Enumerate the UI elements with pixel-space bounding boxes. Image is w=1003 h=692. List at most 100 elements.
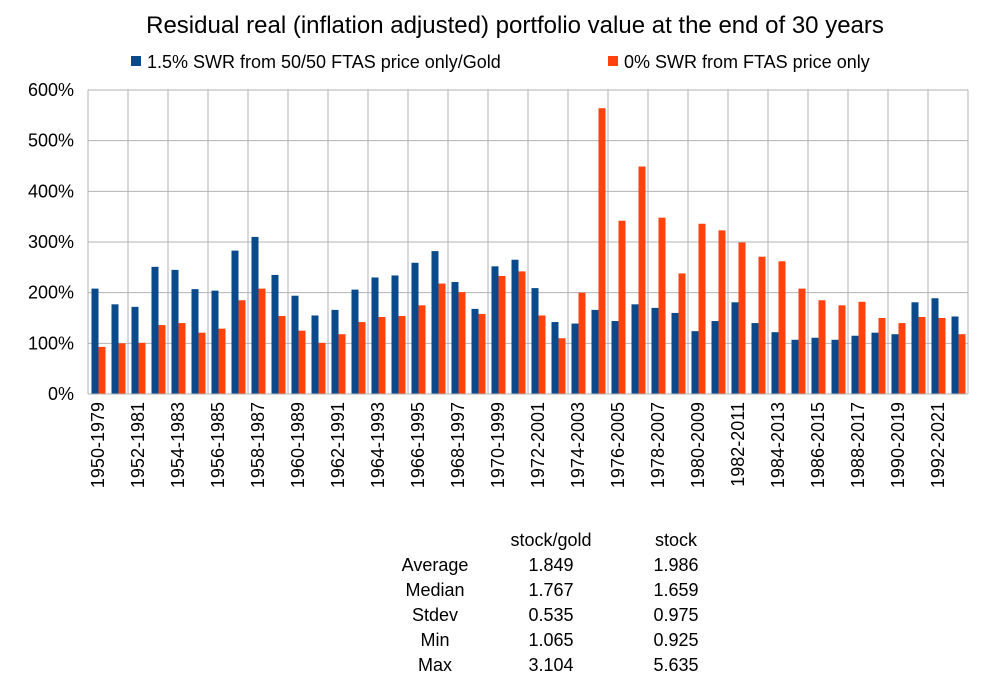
x-tick-label: 1964-1993	[368, 402, 388, 488]
x-tick-label: 1972-2001	[528, 402, 548, 488]
x-tick-label: 1952-1981	[128, 402, 148, 488]
bar-series-1	[378, 316, 386, 394]
bar-series-1	[698, 223, 706, 394]
bar-series-0	[291, 295, 299, 394]
x-tick-label: 1970-1999	[488, 402, 508, 488]
bar-series-0	[111, 304, 119, 394]
bars	[91, 108, 966, 395]
bar-series-0	[891, 334, 899, 394]
bar-series-0	[591, 309, 599, 394]
bar-series-0	[351, 289, 359, 394]
bar-series-0	[911, 302, 919, 394]
bar-series-1	[298, 330, 306, 394]
bar-series-1	[358, 322, 366, 394]
bar-series-0	[811, 337, 819, 394]
bar-series-1	[838, 305, 846, 394]
y-tick-label: 500%	[28, 131, 74, 151]
x-axis-ticks: 1950-1979 1952-1981 1954-1983 1956-1985 1958…	[88, 402, 948, 488]
stats-row-stock-gold: 3.104	[528, 655, 574, 675]
x-tick-label: 1984-2013	[768, 402, 788, 488]
bar-series-0	[131, 306, 139, 394]
bar-series-0	[531, 288, 539, 394]
x-tick-label: 1976-2005	[608, 402, 628, 488]
bar-series-1	[598, 108, 606, 395]
bar-chart: Residual real (inflation adjusted) portf…	[28, 12, 969, 488]
bar-series-0	[671, 312, 679, 394]
bar-series-0	[851, 335, 859, 394]
bar-series-0	[711, 321, 719, 394]
bar-series-1	[398, 315, 406, 394]
bar-series-1	[458, 292, 466, 394]
stats-row-stock: 1.986	[653, 555, 699, 575]
bar-series-1	[678, 273, 686, 394]
stats-row-label: Min	[420, 630, 450, 650]
stats-row-label: Max	[417, 655, 452, 675]
bar-series-0	[731, 302, 739, 394]
x-tick-label: 1958-1987	[248, 402, 268, 488]
bar-series-1	[738, 242, 746, 394]
bar-series-1	[98, 346, 106, 394]
stats-row-stock: 5.635	[653, 655, 699, 675]
stats-row-stock-gold: 1.767	[528, 580, 574, 600]
bar-series-0	[651, 307, 659, 394]
bar-series-0	[251, 236, 259, 394]
bar-series-1	[918, 316, 926, 394]
bar-series-1	[198, 332, 206, 394]
y-tick-label: 0%	[48, 384, 74, 404]
x-tick-label: 1962-1991	[328, 402, 348, 488]
bar-series-1	[138, 342, 146, 394]
x-tick-label: 1968-1997	[448, 402, 468, 488]
bar-series-0	[191, 289, 199, 394]
bar-series-0	[391, 275, 399, 394]
bar-series-1	[158, 325, 166, 394]
legend-swatch-series-0	[131, 56, 141, 66]
bar-series-0	[871, 332, 879, 394]
bar-series-1	[578, 292, 586, 394]
bar-series-1	[798, 288, 806, 394]
bar-series-0	[931, 298, 939, 394]
x-tick-label: 1990-2019	[888, 402, 908, 488]
stats-row-stock-gold: 0.535	[528, 605, 574, 625]
bar-series-1	[318, 342, 326, 394]
bar-series-0	[631, 304, 639, 394]
bar-series-1	[778, 261, 786, 394]
bar-series-1	[498, 275, 506, 394]
bar-series-0	[611, 321, 619, 394]
legend-swatch-series-1	[608, 56, 618, 66]
bar-series-0	[511, 259, 519, 394]
bar-series-1	[758, 256, 766, 394]
bar-series-0	[151, 266, 159, 394]
bar-series-1	[958, 334, 966, 394]
bar-series-0	[411, 262, 419, 394]
stats-row-stock: 0.975	[653, 605, 699, 625]
bar-series-1	[718, 230, 726, 394]
y-axis-ticks: 0% 100% 200% 300% 400% 500% 600%	[28, 80, 74, 404]
stats-row-stock-gold: 1.065	[528, 630, 574, 650]
stats-row-stock: 0.925	[653, 630, 699, 650]
bar-series-0	[311, 315, 319, 394]
bar-series-0	[211, 290, 219, 394]
bar-series-0	[551, 322, 559, 394]
bar-series-0	[271, 274, 279, 394]
y-tick-label: 200%	[28, 283, 74, 303]
axes	[87, 90, 968, 395]
bar-series-1	[338, 334, 346, 394]
stats-header-stock-gold: stock/gold	[510, 530, 592, 550]
bar-series-0	[491, 266, 499, 394]
legend: 1.5% SWR from 50/50 FTAS price only/Gold…	[131, 52, 870, 72]
x-tick-label: 1992-2021	[928, 402, 948, 488]
bar-series-0	[771, 332, 779, 394]
stats-row-stock: 1.659	[653, 580, 699, 600]
bar-series-1	[238, 300, 246, 394]
bar-series-0	[171, 269, 179, 394]
bar-series-1	[178, 323, 186, 394]
bar-series-0	[751, 323, 759, 394]
legend-label-series-1: 0% SWR from FTAS price only	[624, 52, 870, 72]
x-tick-label: 1956-1985	[208, 402, 228, 488]
stats-row-label: Stdev	[411, 605, 459, 625]
x-tick-label: 1966-1995	[408, 402, 428, 488]
bar-series-1	[518, 271, 526, 394]
stats-row-stock-gold: 1.849	[528, 555, 574, 575]
bar-series-1	[418, 305, 426, 394]
bar-series-1	[638, 166, 646, 394]
